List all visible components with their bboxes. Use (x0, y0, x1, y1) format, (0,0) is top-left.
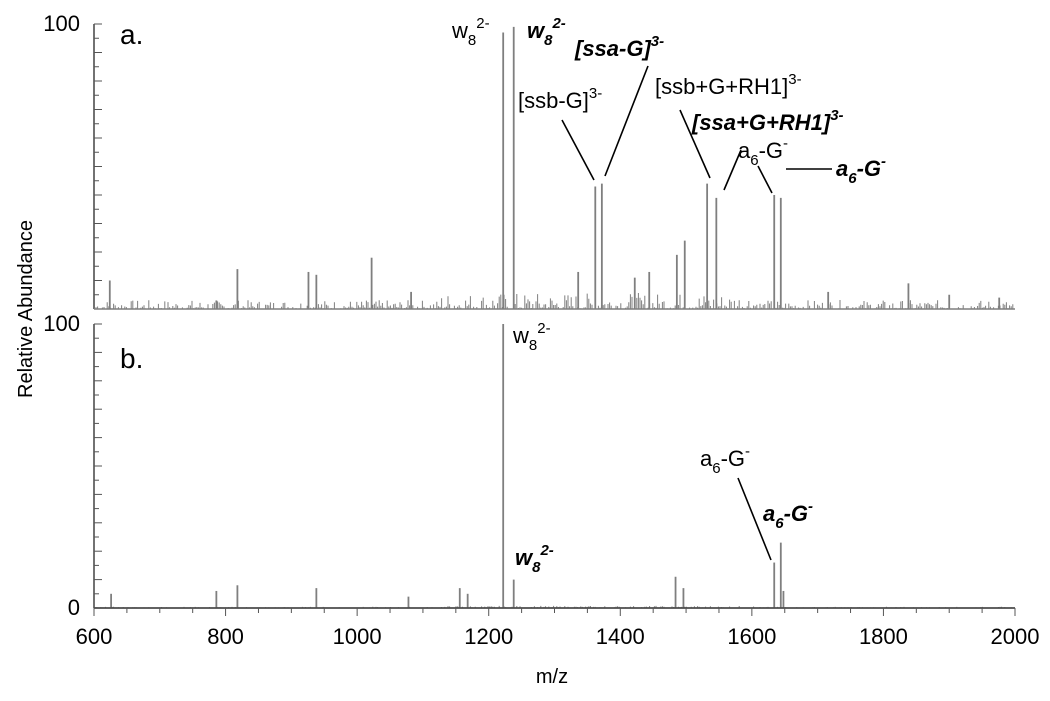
x-tick-label: 1200 (464, 624, 513, 649)
x-axis-label: m/z (536, 666, 568, 688)
panel-a-baseline-noise (95, 293, 1014, 309)
panel-b-annotation-0: w82- (512, 320, 551, 354)
panel-a-annotation-4: [ssb+G+RH1]3- (655, 71, 802, 99)
panel-a: 100 a. w82- w82- [ssa-G]3- [ssb-G]3- [ssb+G+RH… (43, 11, 1015, 310)
panel-b-label: b. (120, 343, 143, 374)
panel-a-annotation-1: w82- (527, 15, 566, 49)
panel-a-leader-line-6 (757, 165, 773, 194)
panel-a-noise-path (95, 293, 1014, 309)
panel-a-annotation-2: [ssa-G]3- (574, 33, 664, 61)
panel-b-y-tick-label: 0 (68, 595, 80, 620)
panel-a-leader-line-4 (679, 109, 711, 179)
panel-b-annotation-1: w82- (515, 542, 554, 576)
x-axis: 600 800 1000 1200 1400 1600 1800 2000 (76, 607, 1040, 649)
panel-b: 100 0 b. w82- w82- a6-G-a6-G- (43, 311, 1015, 620)
panel-a-leader-line-3 (561, 119, 595, 181)
y-axis-label: Relative Abundance (15, 220, 37, 398)
panel-a-annotation-6: a6-G- (738, 135, 788, 169)
panel-a-y-tick-label: 100 (43, 11, 80, 36)
panel-b-y-tick-label: 100 (43, 311, 80, 336)
panel-a-annotation-0: w82- (451, 15, 490, 49)
x-tick-label: 1800 (859, 624, 908, 649)
panel-b-annotation-2: a6-G- (700, 443, 750, 477)
panel-a-label: a. (120, 19, 143, 50)
panel-b-annotation-3: a6-G- (763, 498, 813, 532)
panel-a-annotation-7: a6-G- (836, 153, 886, 187)
panel-b-leader-line-2 (737, 477, 772, 561)
x-tick-label: 1400 (596, 624, 645, 649)
x-tick-label: 800 (207, 624, 244, 649)
x-tick-label: 2000 (991, 624, 1040, 649)
panel-a-annotation-5: [ssa+G+RH1]3- (691, 107, 844, 135)
panel-a-leader-line-2 (604, 65, 649, 177)
x-tick-label: 1600 (727, 624, 776, 649)
panel-a-annotation-3: [ssb-G]3- (518, 85, 602, 113)
panel-a-leader-line-5 (723, 149, 742, 191)
x-tick-label: 1000 (333, 624, 382, 649)
x-tick-label: 600 (76, 624, 113, 649)
